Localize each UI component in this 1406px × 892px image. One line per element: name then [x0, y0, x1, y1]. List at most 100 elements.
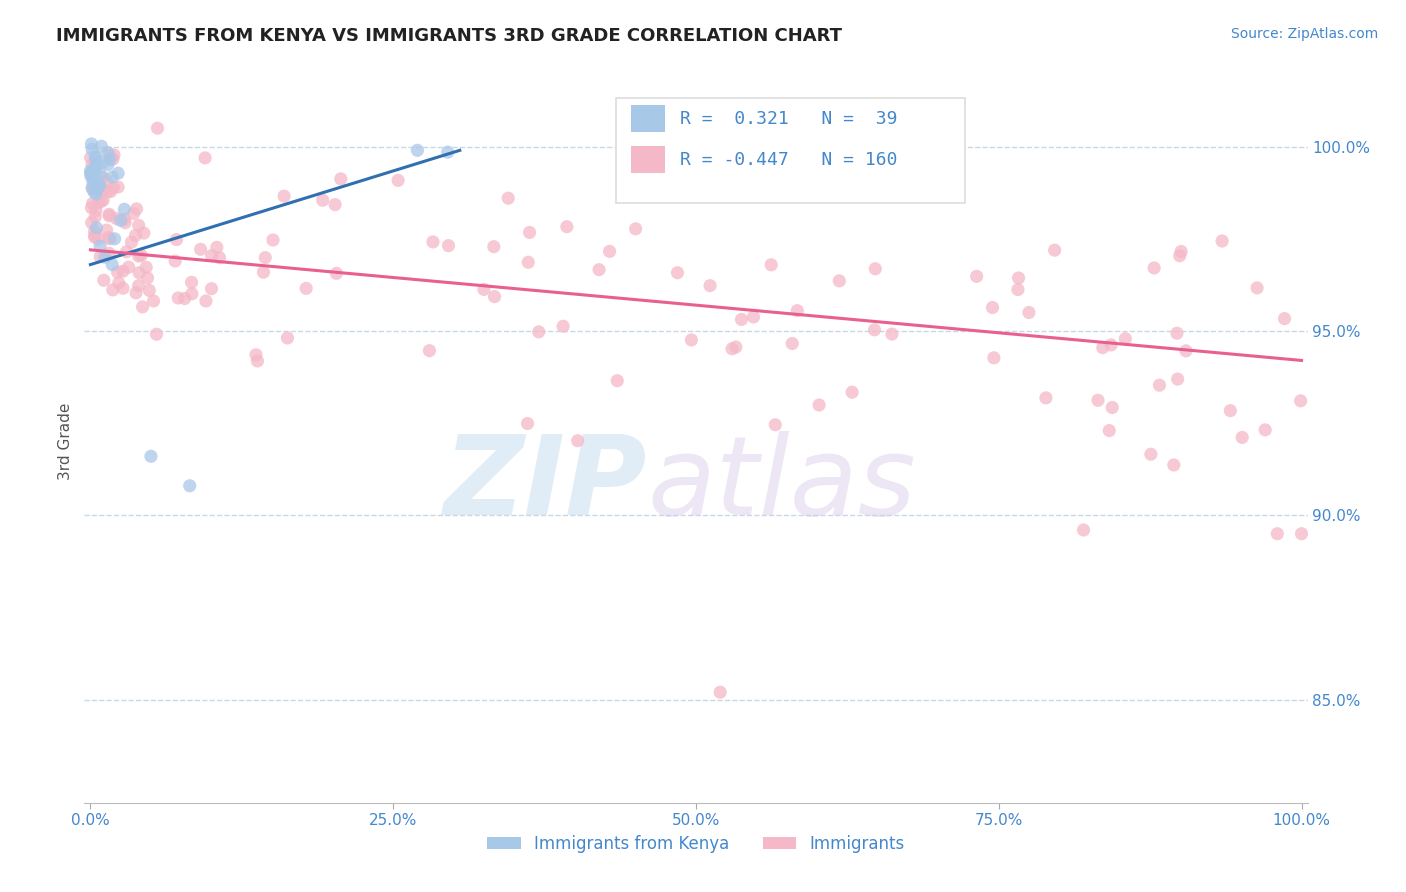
Point: [110, 213, 132, 227]
Point: [103, 148, 125, 162]
Point: [1170, 244, 1192, 259]
Point: [87, 195, 110, 210]
Point: [1265, 526, 1288, 541]
Point: [124, 228, 146, 243]
Point: [323, 197, 346, 211]
Point: [125, 285, 148, 300]
Point: [97, 145, 120, 160]
Point: [1140, 447, 1163, 461]
Point: [132, 226, 155, 240]
Point: [865, 261, 887, 276]
Point: [173, 292, 195, 306]
Point: [1167, 372, 1189, 386]
Point: [437, 238, 460, 252]
Point: [83, 185, 105, 199]
Point: [1007, 271, 1029, 285]
Point: [329, 172, 352, 186]
Point: [1175, 343, 1198, 358]
Point: [1246, 281, 1268, 295]
Point: [89, 250, 111, 264]
Bar: [631, 105, 665, 132]
Point: [262, 233, 284, 247]
Point: [125, 202, 148, 216]
Point: [101, 283, 124, 297]
Point: [863, 323, 886, 337]
Point: [1091, 341, 1114, 355]
Point: [83, 181, 105, 195]
Point: [180, 286, 202, 301]
Point: [86, 155, 108, 169]
Point: [91, 193, 114, 207]
Text: atlas: atlas: [647, 432, 915, 539]
Point: [131, 300, 153, 314]
Point: [84, 150, 107, 164]
Y-axis label: 3rd Grade: 3rd Grade: [58, 403, 73, 480]
Point: [114, 212, 136, 227]
Text: ZIP: ZIP: [443, 432, 647, 539]
Point: [808, 398, 831, 412]
Point: [254, 251, 277, 265]
Point: [482, 240, 505, 254]
Point: [112, 202, 135, 217]
Point: [1149, 378, 1171, 392]
Point: [1291, 526, 1313, 541]
Point: [135, 260, 157, 275]
Point: [1254, 423, 1277, 437]
Point: [1211, 234, 1233, 248]
Point: [96, 223, 118, 237]
Point: [165, 254, 187, 268]
Point: [1101, 401, 1123, 415]
Point: [246, 354, 269, 368]
Point: [880, 327, 903, 342]
Point: [114, 216, 136, 230]
Point: [89, 239, 111, 253]
Point: [101, 258, 124, 272]
Point: [111, 281, 134, 295]
Point: [786, 303, 808, 318]
Point: [89, 178, 111, 192]
Point: [128, 278, 150, 293]
Point: [136, 271, 159, 285]
Point: [1043, 243, 1066, 257]
Point: [167, 291, 190, 305]
Point: [80, 216, 103, 230]
Point: [139, 450, 162, 464]
Point: [588, 262, 610, 277]
Point: [1230, 430, 1253, 444]
Point: [82, 180, 104, 194]
Point: [721, 342, 744, 356]
Point: [107, 265, 129, 279]
Point: [84, 203, 107, 218]
Point: [166, 233, 188, 247]
Point: [80, 136, 103, 151]
Point: [107, 276, 129, 290]
Point: [567, 434, 589, 448]
Point: [472, 282, 495, 296]
Point: [1073, 523, 1095, 537]
Point: [84, 182, 107, 196]
Point: [84, 159, 107, 173]
Point: [208, 251, 231, 265]
Point: [742, 310, 765, 324]
Point: [96, 174, 118, 188]
Point: [84, 150, 107, 164]
Point: [118, 260, 141, 275]
Point: [422, 235, 444, 249]
Point: [105, 211, 128, 226]
Point: [666, 266, 689, 280]
Point: [79, 151, 101, 165]
Point: [103, 180, 125, 194]
Point: [146, 121, 169, 136]
Point: [295, 281, 318, 295]
Point: [981, 301, 1004, 315]
Point: [82, 181, 104, 195]
Point: [1219, 403, 1241, 417]
Point: [841, 385, 863, 400]
Point: [252, 265, 274, 279]
Point: [387, 173, 409, 187]
Point: [90, 181, 112, 195]
Point: [190, 242, 212, 256]
Point: [1168, 249, 1191, 263]
Point: [101, 170, 124, 185]
Point: [763, 417, 786, 432]
